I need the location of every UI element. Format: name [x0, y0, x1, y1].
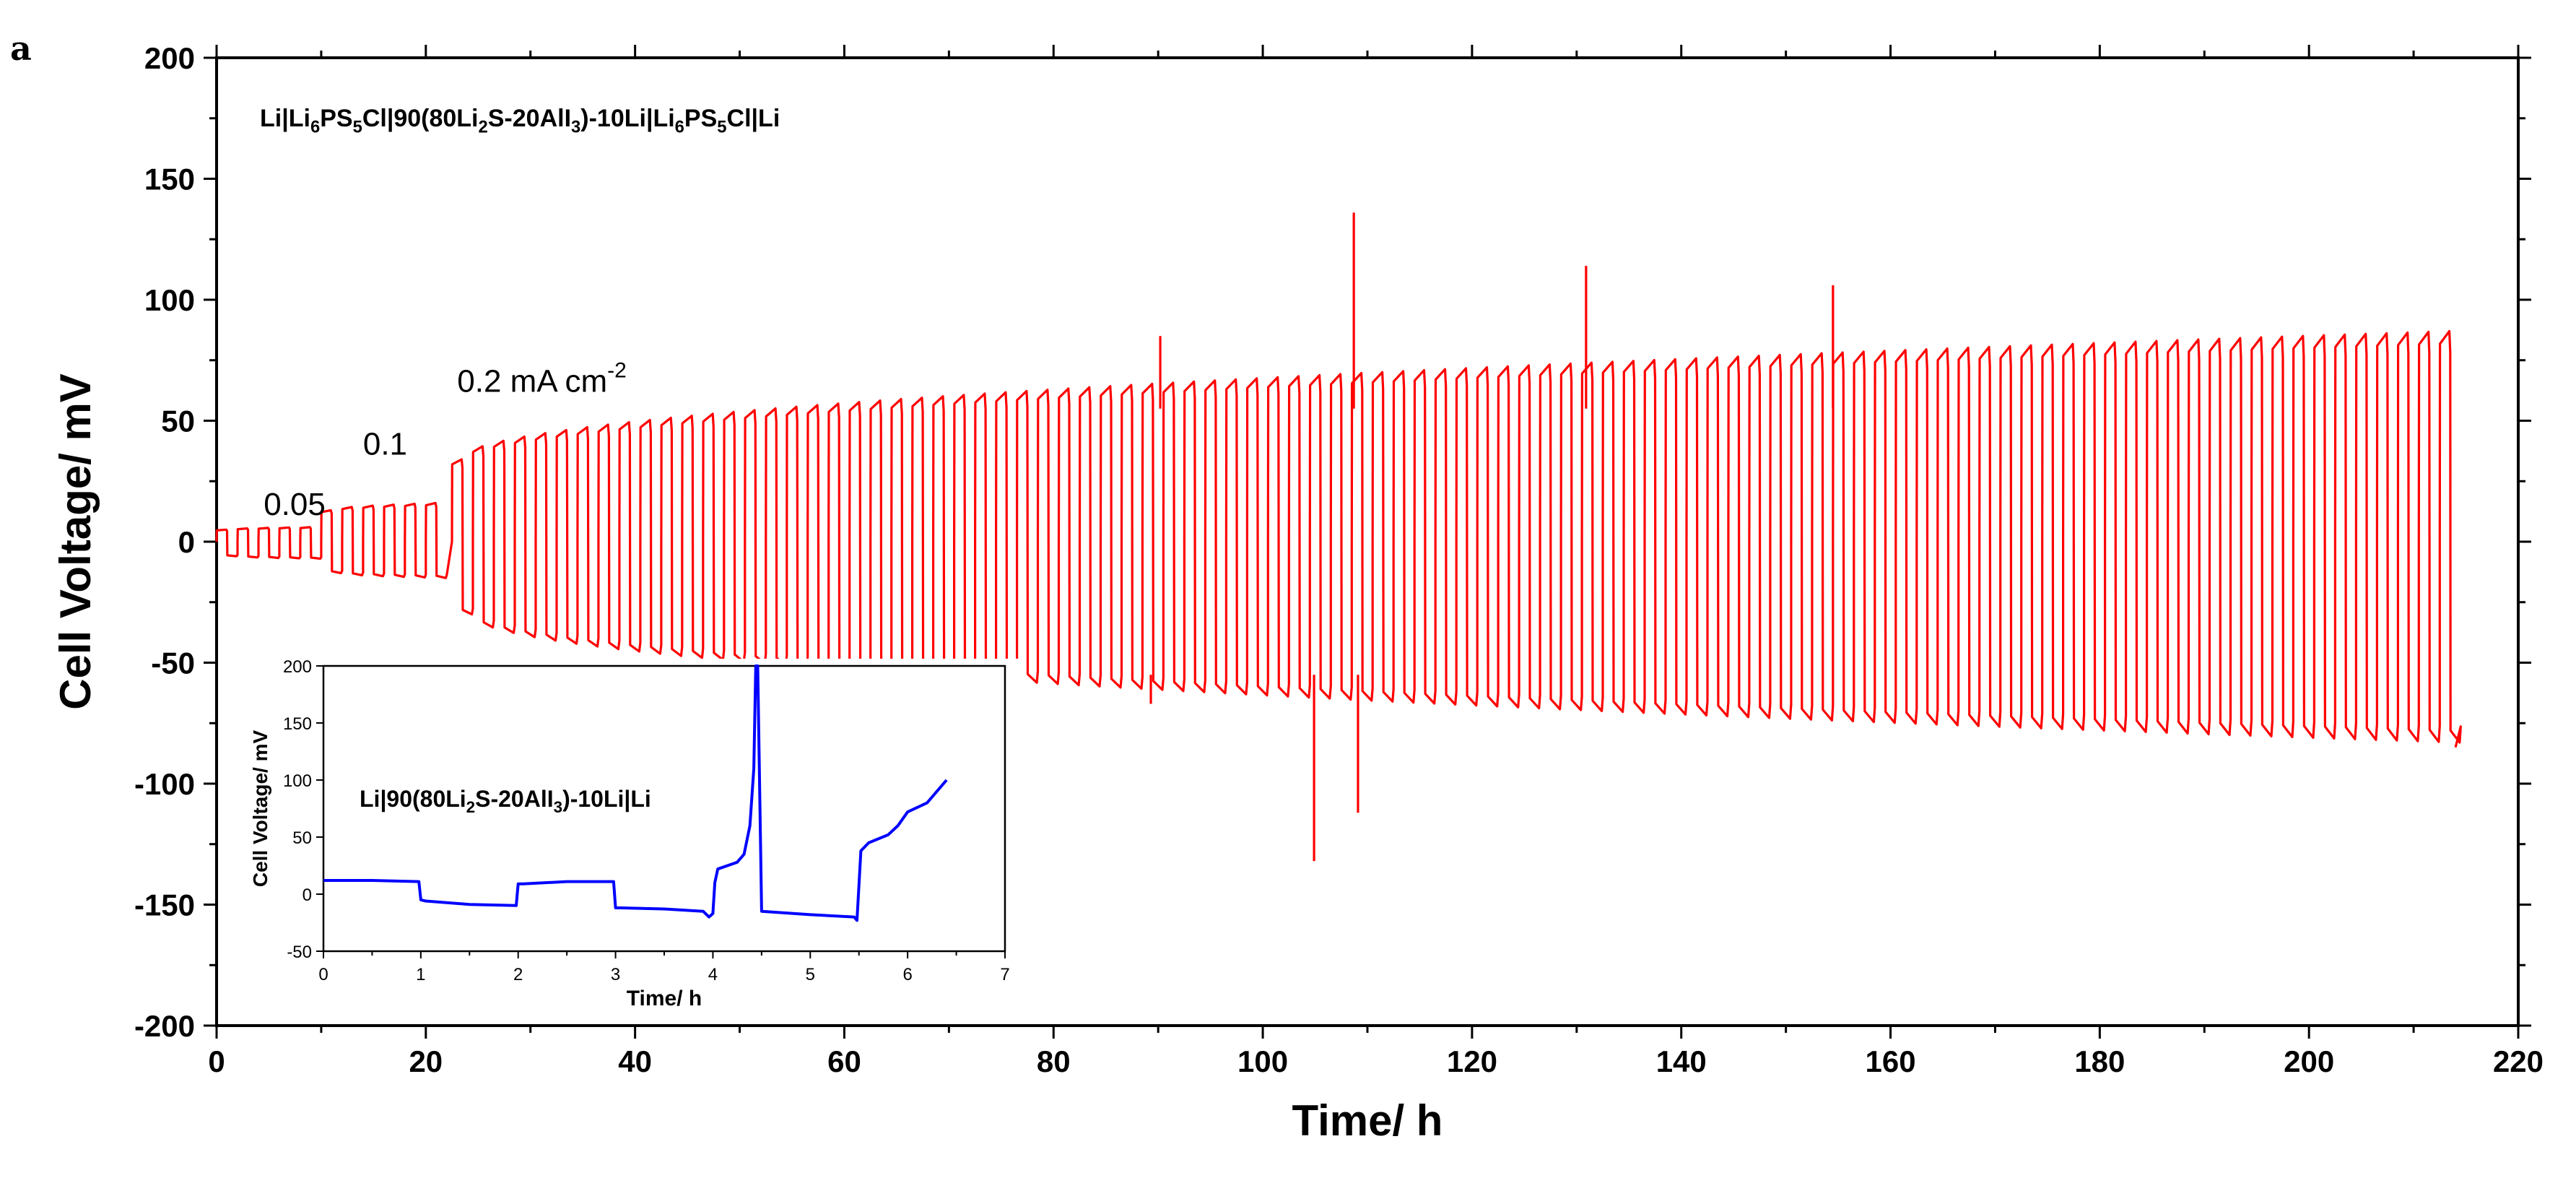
x-tick-label: 0	[208, 1044, 225, 1078]
x-tick-label: 40	[618, 1044, 652, 1078]
inset-y-tick-label: 150	[283, 714, 312, 734]
y-tick-label: 50	[161, 404, 195, 438]
inset-x-axis-label: Time/ h	[627, 987, 702, 1010]
title-fragment: Li|Li	[260, 105, 310, 132]
inset-series-group	[323, 664, 948, 922]
title-fragment: 6	[675, 118, 684, 137]
inset-y-tick-label: 0	[303, 885, 312, 905]
y-tick-label: 0	[178, 525, 195, 559]
inset-x-tick-label: 1	[416, 965, 425, 984]
inset-chart-title: Li|90(80Li2S-20AlI3)-10Li|Li	[360, 786, 651, 816]
y-tick-label: 150	[144, 163, 195, 196]
inset-x-tick-label: 4	[708, 965, 718, 984]
title-fragment: Cl|90(80Li	[362, 105, 479, 132]
y-tick-label: -50	[151, 646, 195, 680]
y-tick-label: -100	[134, 767, 195, 801]
current-density-label: 0.2 mA cm-2	[457, 358, 627, 399]
x-axis-label: Time/ h	[1292, 1096, 1443, 1145]
x-tick-label: 200	[2284, 1044, 2334, 1078]
y-axis-label: Cell Voltage/ mV	[51, 373, 100, 710]
title-fragment: PS	[684, 105, 717, 132]
title-fragment: 5	[353, 118, 362, 137]
title-fragment: 2	[479, 118, 488, 137]
title-fragment: S-20AlI	[475, 786, 553, 812]
annotation-text: 0.05	[264, 487, 326, 522]
main-series-group	[215, 212, 2462, 862]
main-chart-title: Li|Li6PS5Cl|90(80Li2S-20AlI3)-10Li|Li6PS…	[260, 105, 780, 137]
main-axis-ticks	[204, 45, 2531, 1039]
title-fragment: Cl|Li	[727, 105, 780, 132]
inset-voltage-trace	[323, 664, 948, 922]
current-density-label: 0.1	[363, 426, 407, 462]
voltage-cycling-trace	[215, 329, 2462, 748]
inset-y-tick-label: 200	[283, 657, 312, 677]
x-tick-label: 220	[2493, 1044, 2544, 1078]
inset-y-tick-label: 50	[292, 828, 312, 848]
main-axis-labels: 0 20 40 60 80 100 120 140 160 180 200 220-200-150-1…	[51, 41, 2544, 1145]
title-fragment: 5	[717, 118, 726, 137]
title-fragment: 6	[310, 118, 320, 137]
title-fragment: 3	[554, 798, 562, 816]
title-fragment: PS	[320, 105, 352, 132]
inset-y-tick-label: -50	[287, 943, 312, 962]
panel-label: a	[10, 29, 32, 68]
y-tick-label: -150	[134, 888, 195, 922]
inset-x-tick-label: 5	[806, 965, 815, 984]
current-density-annotations: 0.05 0.1 0.2 mA cm-2	[264, 358, 627, 522]
inset-axis-ticks	[316, 665, 1006, 958]
x-tick-label: 80	[1037, 1044, 1071, 1078]
annotation-text: 0.1	[363, 426, 407, 462]
x-tick-label: 60	[827, 1044, 861, 1078]
x-tick-label: 120	[1447, 1044, 1497, 1078]
inset-x-tick-label: 6	[902, 965, 912, 984]
title-fragment: 3	[571, 118, 580, 137]
x-tick-label: 20	[409, 1044, 443, 1078]
y-tick-label: 100	[144, 283, 195, 317]
inset-x-tick-label: 0	[318, 965, 328, 984]
x-tick-label: 160	[1866, 1044, 1916, 1078]
title-fragment: S-20AlI	[488, 105, 571, 132]
x-tick-label: 140	[1656, 1044, 1707, 1078]
x-tick-label: 180	[2074, 1044, 2125, 1078]
title-fragment: )-10Li|Li	[562, 786, 651, 812]
y-tick-label: -200	[134, 1009, 195, 1043]
inset-y-tick-label: 100	[283, 771, 312, 791]
annotation-text: 0.2 mA cm	[457, 363, 607, 399]
inset-x-tick-label: 2	[513, 965, 523, 984]
current-density-label: 0.05	[264, 487, 326, 522]
inset-y-axis-label: Cell Voltage/ mV	[249, 730, 271, 888]
inset-background	[219, 659, 1022, 1023]
title-fragment: )-10Li|Li	[580, 105, 674, 132]
inset-x-tick-label: 3	[611, 965, 620, 984]
annotation-superscript: -2	[607, 358, 627, 382]
title-fragment: 2	[466, 798, 475, 816]
inset-x-tick-label: 7	[1000, 965, 1009, 984]
inset-axis-labels: 0 1 2 3 4 5 6 7 -50 0 50 100 150 200 Time/ h Cell Volta…	[249, 657, 1010, 1010]
x-tick-label: 100	[1237, 1044, 1288, 1078]
title-fragment: Li|90(80Li	[360, 786, 466, 812]
y-tick-label: 200	[144, 41, 195, 75]
